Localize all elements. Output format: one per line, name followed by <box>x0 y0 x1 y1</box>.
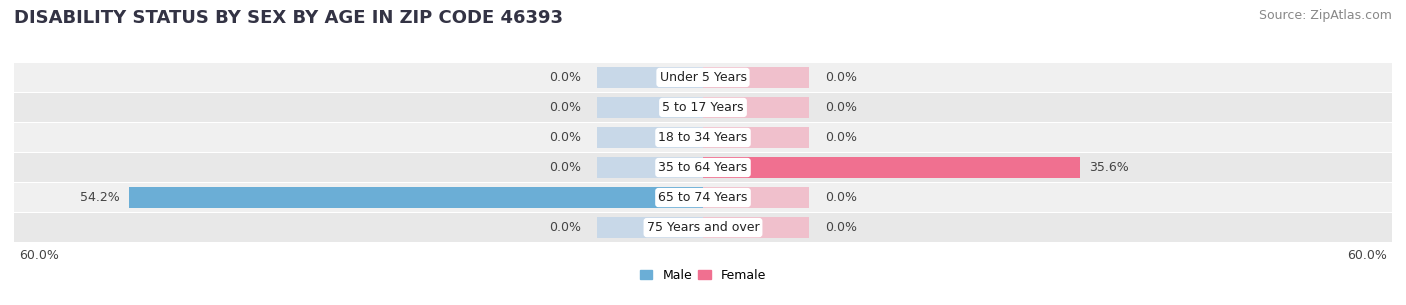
Text: 0.0%: 0.0% <box>550 101 581 114</box>
Text: 35 to 64 Years: 35 to 64 Years <box>658 161 748 174</box>
Text: 0.0%: 0.0% <box>825 191 856 204</box>
Bar <box>703 187 808 208</box>
Text: 60.0%: 60.0% <box>20 249 59 262</box>
Bar <box>598 217 703 238</box>
Text: 0.0%: 0.0% <box>825 221 856 234</box>
Text: 0.0%: 0.0% <box>550 131 581 144</box>
Text: 35.6%: 35.6% <box>1088 161 1129 174</box>
Text: 5 to 17 Years: 5 to 17 Years <box>662 101 744 114</box>
Bar <box>703 127 808 148</box>
Bar <box>14 63 1392 92</box>
Text: 0.0%: 0.0% <box>825 101 856 114</box>
Bar <box>598 187 703 208</box>
Bar <box>14 153 1392 182</box>
Text: 0.0%: 0.0% <box>550 71 581 84</box>
Bar <box>14 93 1392 122</box>
Text: Source: ZipAtlas.com: Source: ZipAtlas.com <box>1258 9 1392 22</box>
Text: 65 to 74 Years: 65 to 74 Years <box>658 191 748 204</box>
Bar <box>14 183 1392 212</box>
Text: 0.0%: 0.0% <box>550 221 581 234</box>
Text: 54.2%: 54.2% <box>80 191 120 204</box>
Bar <box>598 67 703 88</box>
Bar <box>14 123 1392 152</box>
Text: 0.0%: 0.0% <box>550 161 581 174</box>
Bar <box>703 217 808 238</box>
Bar <box>598 127 703 148</box>
Text: 60.0%: 60.0% <box>1347 249 1386 262</box>
Bar <box>598 97 703 118</box>
Bar <box>703 157 808 178</box>
Bar <box>703 157 1080 178</box>
Bar <box>598 157 703 178</box>
Text: 0.0%: 0.0% <box>825 131 856 144</box>
Bar <box>703 67 808 88</box>
Bar <box>14 213 1392 242</box>
Text: DISABILITY STATUS BY SEX BY AGE IN ZIP CODE 46393: DISABILITY STATUS BY SEX BY AGE IN ZIP C… <box>14 9 562 27</box>
Text: 75 Years and over: 75 Years and over <box>647 221 759 234</box>
Legend: Male, Female: Male, Female <box>636 264 770 287</box>
Bar <box>703 97 808 118</box>
Bar <box>128 187 703 208</box>
Text: 0.0%: 0.0% <box>825 71 856 84</box>
Text: 18 to 34 Years: 18 to 34 Years <box>658 131 748 144</box>
Text: Under 5 Years: Under 5 Years <box>659 71 747 84</box>
